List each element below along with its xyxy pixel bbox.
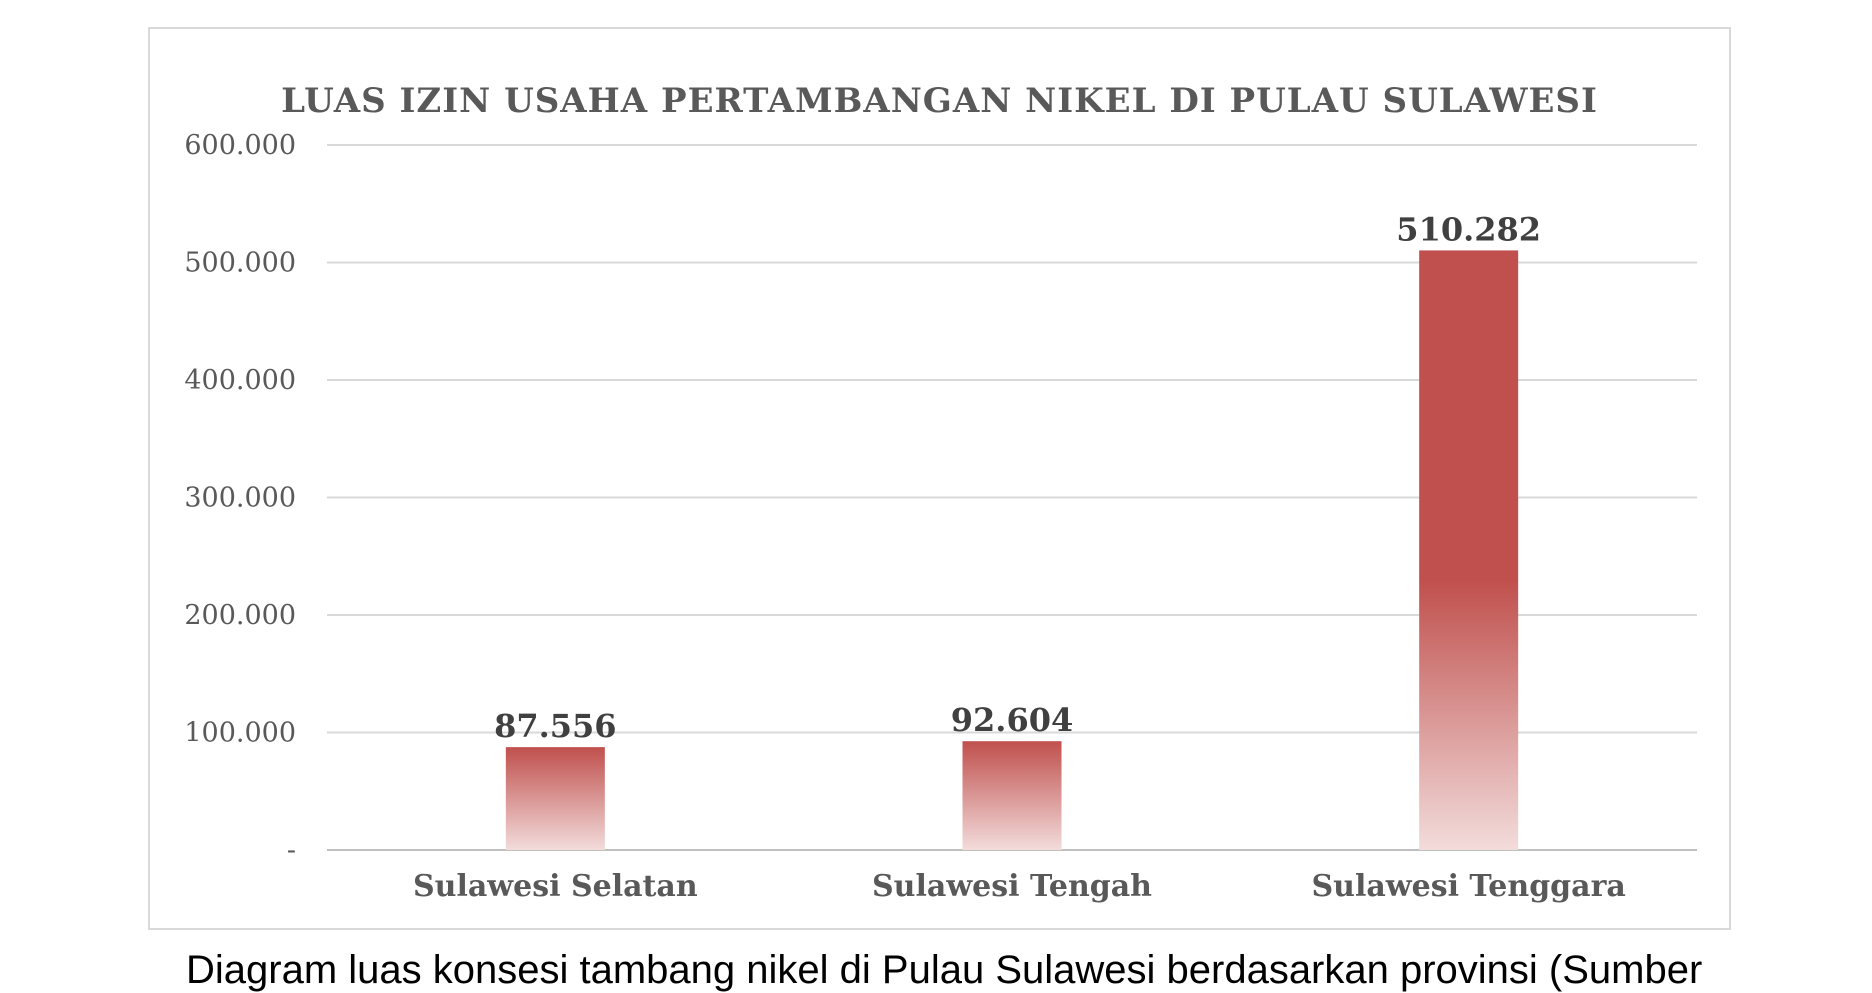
chart-title: LUAS IZIN USAHA PERTAMBANGAN NIKEL DI PU… xyxy=(281,81,1598,121)
y-tick-label: 100.000 xyxy=(184,718,296,749)
y-tick-label: - xyxy=(287,835,296,866)
figure-caption: Diagram luas konsesi tambang nikel di Pu… xyxy=(186,948,1703,992)
chart-frame: LUAS IZIN USAHA PERTAMBANGAN NIKEL DI PU… xyxy=(148,27,1731,930)
category-label: Sulawesi Tengah xyxy=(872,869,1152,904)
data-label: 87.556 xyxy=(494,707,616,745)
bar xyxy=(1419,250,1519,851)
data-label: 510.282 xyxy=(1396,210,1541,248)
data-label: 92.604 xyxy=(951,701,1073,739)
bar-chart: - 100.000 200.000 300.000 400.000 500.000 600.… xyxy=(184,130,1697,904)
y-tick-label: 200.000 xyxy=(184,600,296,631)
bar xyxy=(962,741,1062,850)
y-tick-label: 400.000 xyxy=(184,365,296,396)
y-tick-label: 500.000 xyxy=(184,248,296,279)
category-label: Sulawesi Tenggara xyxy=(1311,869,1625,904)
category-label: Sulawesi Selatan xyxy=(413,869,698,904)
bar xyxy=(505,747,605,850)
y-tick-label: 300.000 xyxy=(184,483,296,514)
y-tick-label: 600.000 xyxy=(184,130,296,161)
